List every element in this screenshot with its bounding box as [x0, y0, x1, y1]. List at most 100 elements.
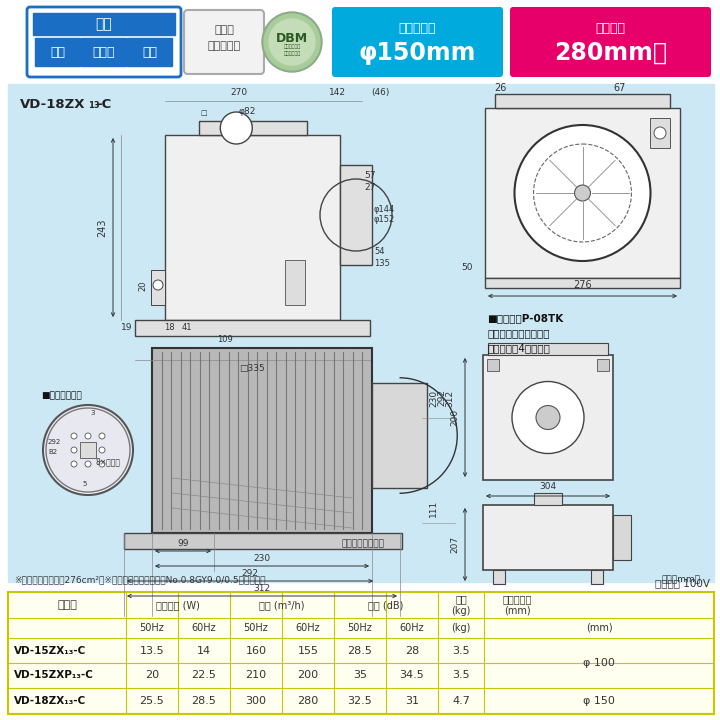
Bar — [127, 38, 172, 66]
Bar — [493, 570, 505, 584]
Text: 300: 300 — [246, 696, 266, 706]
Text: 居間: 居間 — [50, 45, 65, 58]
Text: 142: 142 — [329, 88, 346, 97]
Text: VD-18ZX: VD-18ZX — [20, 98, 86, 111]
Bar — [483, 355, 613, 480]
Circle shape — [85, 461, 91, 467]
Text: 3.5: 3.5 — [452, 670, 470, 680]
Text: 276: 276 — [573, 280, 592, 290]
Circle shape — [512, 382, 584, 454]
Text: 292: 292 — [437, 390, 446, 407]
Text: 22.5: 22.5 — [192, 670, 217, 680]
Bar — [591, 570, 603, 584]
Bar — [285, 260, 305, 305]
Text: 25.5: 25.5 — [140, 696, 164, 706]
Text: 41: 41 — [181, 323, 192, 333]
Text: 35: 35 — [353, 670, 367, 680]
Text: φ150mm: φ150mm — [359, 41, 476, 65]
Text: デジタル品質
マネジメント: デジタル品質 マネジメント — [284, 45, 301, 55]
Text: 34.5: 34.5 — [400, 670, 424, 680]
Circle shape — [220, 112, 252, 144]
Text: 54: 54 — [374, 246, 384, 256]
Text: 20: 20 — [138, 281, 148, 292]
Bar — [165, 135, 340, 320]
Text: VD-18ZX₁₃-C: VD-18ZX₁₃-C — [14, 696, 86, 706]
Text: 18: 18 — [163, 323, 174, 333]
Bar — [485, 278, 680, 288]
Text: 28.5: 28.5 — [348, 646, 372, 655]
Text: VD-15ZXP₁₃-C: VD-15ZXP₁₃-C — [14, 670, 94, 680]
Bar — [487, 359, 499, 371]
Text: 3: 3 — [90, 410, 94, 416]
Text: 200: 200 — [450, 409, 459, 426]
Bar — [488, 343, 608, 355]
Text: 質量
(kg): 質量 (kg) — [451, 594, 471, 616]
Bar — [613, 515, 631, 560]
Circle shape — [269, 19, 315, 65]
Text: シャッター: シャッター — [207, 41, 240, 51]
Text: 形　名: 形 名 — [57, 600, 77, 610]
Text: 50: 50 — [462, 263, 473, 271]
Bar — [151, 270, 165, 305]
Text: 292: 292 — [241, 569, 258, 578]
Text: 風量 (m³/h): 風量 (m³/h) — [259, 600, 305, 610]
Text: (mm): (mm) — [585, 623, 612, 633]
Bar — [80, 442, 96, 458]
Text: 3.5: 3.5 — [452, 646, 470, 655]
Text: (kg): (kg) — [451, 623, 471, 633]
Text: 111: 111 — [429, 500, 438, 517]
Text: ※グリル開口面積は276cm²　※グリル色調はマンセルNo.0.8GY9.0/0.5（近似色）: ※グリル開口面積は276cm² ※グリル色調はマンセルNo.0.8GY9.0/0… — [14, 575, 266, 584]
Bar — [8, 84, 714, 582]
Text: 135: 135 — [374, 258, 390, 268]
Text: 50Hz: 50Hz — [348, 623, 372, 633]
Bar — [33, 13, 175, 35]
Text: 200: 200 — [297, 670, 318, 680]
Bar — [340, 165, 372, 265]
Text: φ152: φ152 — [374, 215, 395, 223]
Bar — [35, 38, 80, 66]
Circle shape — [153, 280, 163, 290]
Text: ■据付稴詳細図: ■据付稴詳細図 — [41, 392, 82, 400]
Text: 13.5: 13.5 — [140, 646, 164, 655]
Text: 据付位置（4点吹り）: 据付位置（4点吹り） — [487, 343, 550, 353]
Bar — [81, 38, 126, 66]
Text: 埋込寸法: 埋込寸法 — [595, 22, 626, 35]
Circle shape — [264, 14, 320, 70]
Bar — [124, 533, 402, 549]
Text: 26: 26 — [494, 83, 506, 93]
Text: 20: 20 — [145, 670, 159, 680]
Bar — [650, 118, 670, 148]
Text: (46): (46) — [371, 88, 390, 97]
Circle shape — [654, 127, 666, 139]
Text: 騒音 (dB): 騒音 (dB) — [369, 600, 404, 610]
Circle shape — [46, 408, 130, 492]
Bar — [199, 121, 307, 135]
Text: 50Hz: 50Hz — [140, 623, 164, 633]
Text: 接続パイプ: 接続パイプ — [399, 22, 436, 35]
Text: 消費電力 (W): 消費電力 (W) — [156, 600, 200, 610]
Bar — [372, 383, 427, 488]
Circle shape — [71, 447, 77, 453]
Text: 60Hz: 60Hz — [296, 623, 320, 633]
Text: 50Hz: 50Hz — [243, 623, 269, 633]
Text: （別売システム部材）: （別売システム部材） — [487, 328, 549, 338]
Text: 電源電圧 100V: 電源電圧 100V — [655, 578, 710, 588]
Text: 32.5: 32.5 — [348, 696, 372, 706]
Text: 109: 109 — [217, 336, 233, 344]
Text: □: □ — [200, 110, 207, 116]
Bar — [8, 592, 714, 714]
Text: φ 100: φ 100 — [583, 658, 615, 668]
Text: 13: 13 — [88, 101, 99, 110]
Text: 230: 230 — [253, 554, 271, 563]
Text: φ 150: φ 150 — [583, 696, 615, 706]
Text: 8×据付稴: 8×据付稴 — [96, 457, 121, 467]
Text: 風圧式: 風圧式 — [214, 25, 234, 35]
Bar — [534, 493, 562, 505]
Text: 155: 155 — [297, 646, 318, 655]
Text: 14: 14 — [197, 646, 211, 655]
Circle shape — [575, 185, 590, 201]
Circle shape — [43, 405, 133, 495]
FancyBboxPatch shape — [27, 7, 181, 77]
Text: 160: 160 — [246, 646, 266, 655]
Text: 60Hz: 60Hz — [192, 623, 216, 633]
